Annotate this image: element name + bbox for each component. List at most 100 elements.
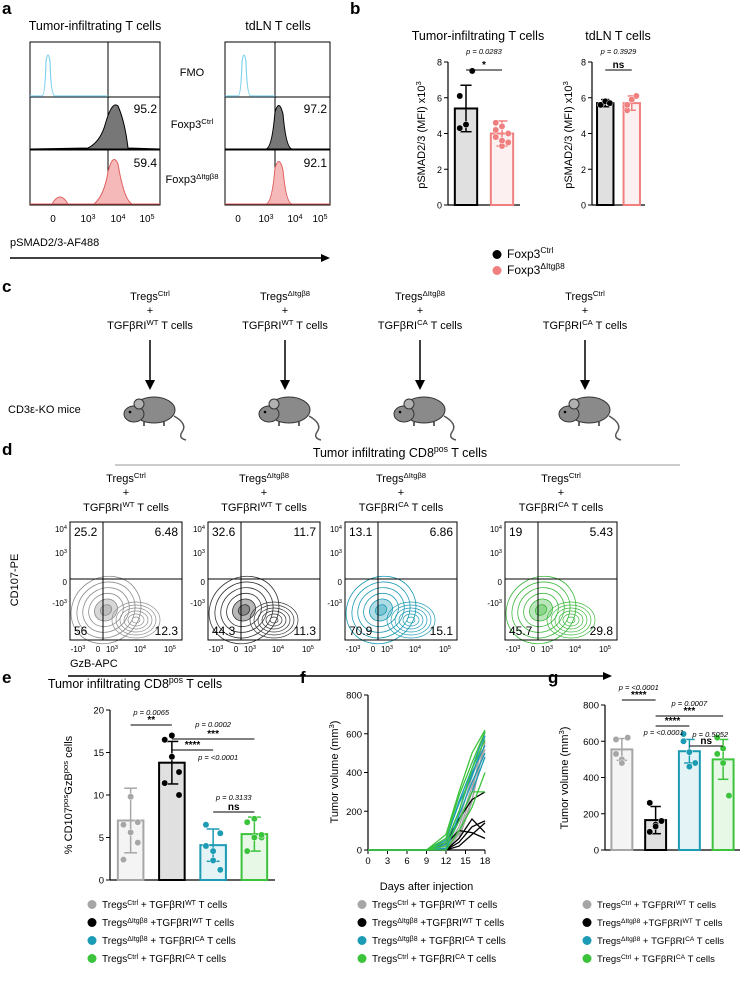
text-part: Tregs bbox=[597, 954, 621, 965]
text-part: TGFβRI bbox=[107, 320, 146, 332]
superscript: WT bbox=[185, 900, 197, 907]
group-label: + bbox=[417, 305, 423, 317]
text-part: Tumor infiltrating CD8 bbox=[313, 446, 434, 460]
text-part: + TGFβRI bbox=[631, 900, 676, 911]
data-point bbox=[498, 122, 506, 130]
growth-curve bbox=[368, 745, 486, 851]
panel-letter: g bbox=[548, 668, 558, 687]
x-tick-label: -103 bbox=[346, 645, 361, 654]
data-point bbox=[646, 799, 654, 807]
legend-label: TregsΔItgβ8 + TGFβRICA T cells bbox=[102, 936, 236, 948]
superscript: WT bbox=[455, 900, 467, 907]
text-part: cells bbox=[63, 735, 75, 761]
y-tick-label: 200 bbox=[583, 809, 599, 820]
text-part: 10 bbox=[312, 214, 324, 225]
data-point bbox=[161, 779, 169, 787]
y-axis-label: pSMAD2/3 (MFI) x103 bbox=[561, 81, 576, 189]
x-tick-label: 105 bbox=[302, 645, 314, 654]
superscript: 5 bbox=[311, 645, 314, 651]
significance-label: **** bbox=[185, 740, 201, 751]
y-tick-label: -103 bbox=[190, 599, 205, 608]
x-tick-label: 15 bbox=[460, 856, 471, 867]
text-part: Tregs bbox=[372, 918, 397, 929]
text-part: T cells bbox=[466, 900, 497, 911]
superscript: Ctrl bbox=[127, 900, 138, 907]
superscript: WT bbox=[146, 318, 158, 327]
superscript: 4 bbox=[64, 525, 67, 531]
y-tick-label: -103 bbox=[487, 599, 502, 608]
text-part: + TGFβRI bbox=[631, 954, 676, 965]
text-part: -10 bbox=[52, 599, 64, 608]
data-point bbox=[618, 759, 626, 767]
text-part: 10 bbox=[106, 645, 115, 654]
text-part: Tregs bbox=[239, 473, 267, 485]
data-point bbox=[462, 121, 470, 129]
text-part: 10 bbox=[55, 549, 64, 558]
contour bbox=[390, 604, 432, 636]
text-part: TGFβRI bbox=[543, 320, 582, 332]
quadrant-value: 12.3 bbox=[155, 624, 179, 638]
plot-frame bbox=[344, 521, 458, 641]
contour bbox=[345, 575, 417, 645]
y-tick-label: 104 bbox=[330, 525, 342, 534]
text-part: + TGFβRI bbox=[418, 936, 465, 947]
contour bbox=[511, 581, 571, 639]
superscript: Ctrl bbox=[593, 289, 605, 298]
mouse-eye bbox=[263, 410, 267, 414]
quadrant-value: 19 bbox=[509, 525, 523, 539]
legend-label: TregsCtrl + TGFβRICA T cells bbox=[597, 954, 715, 966]
superscript: Ctrl bbox=[621, 900, 632, 907]
superscript: 3 bbox=[499, 549, 502, 555]
data-point bbox=[504, 138, 512, 146]
text-part: -10 bbox=[346, 645, 358, 654]
superscript: CA bbox=[398, 500, 410, 509]
text-part: 10 bbox=[164, 645, 173, 654]
mouse-tail bbox=[608, 415, 622, 441]
x-tick-label: 18 bbox=[480, 856, 491, 867]
x-tick-label: 105 bbox=[312, 214, 327, 226]
x-tick-label: 105 bbox=[599, 645, 611, 654]
text-part: -10 bbox=[327, 599, 339, 608]
data-point bbox=[606, 99, 614, 107]
data-point bbox=[504, 130, 512, 137]
superscript: 3 bbox=[64, 599, 67, 605]
x-axis-label: GzB-APC bbox=[70, 658, 118, 670]
legend-marker bbox=[582, 918, 592, 927]
row-label: Foxp3Ctrl bbox=[171, 117, 214, 132]
legend-marker bbox=[87, 936, 97, 945]
data-point bbox=[680, 730, 687, 738]
superscript: ΔItgβ8 bbox=[621, 918, 641, 925]
data-point bbox=[652, 822, 660, 830]
data-point bbox=[134, 818, 142, 826]
x-tick-label: 0 bbox=[531, 645, 536, 654]
superscript: 4 bbox=[281, 645, 284, 651]
frame bbox=[29, 41, 161, 206]
group-label: + bbox=[147, 305, 153, 317]
contour bbox=[111, 601, 161, 639]
group-label: TregsCtrl bbox=[565, 289, 605, 304]
panel-letter: d bbox=[2, 440, 12, 459]
growth-curve bbox=[368, 745, 486, 851]
data-point bbox=[691, 759, 699, 767]
legend-marker bbox=[357, 918, 367, 927]
x-tick-label: 104 bbox=[110, 214, 125, 226]
text-part: T cells bbox=[474, 936, 505, 947]
mouse-tail bbox=[173, 415, 187, 441]
legend-marker bbox=[357, 954, 367, 963]
y-tick-label: 600 bbox=[583, 737, 599, 748]
text-part: 10 bbox=[80, 214, 92, 225]
contour bbox=[232, 598, 256, 622]
contour bbox=[523, 592, 559, 628]
y-tick-label: 4 bbox=[437, 129, 442, 139]
x-tick-label: 9 bbox=[424, 856, 429, 867]
contour bbox=[119, 607, 153, 633]
superscript: CA bbox=[685, 936, 695, 943]
panel-title: tdLN T cells bbox=[245, 19, 311, 33]
data-point bbox=[134, 839, 142, 847]
legend-marker bbox=[87, 918, 97, 927]
text-part: 10 bbox=[134, 645, 143, 654]
data-point bbox=[612, 735, 620, 743]
contour bbox=[127, 613, 145, 627]
y-tick-label: 0 bbox=[594, 846, 599, 857]
text-part: T cells bbox=[183, 677, 222, 691]
